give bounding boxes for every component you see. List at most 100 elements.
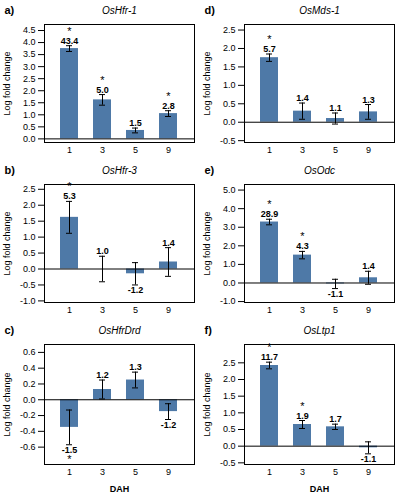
svg-text:5.0: 5.0 xyxy=(223,185,236,195)
svg-text:0.0: 0.0 xyxy=(223,278,236,288)
svg-text:e): e) xyxy=(205,164,215,176)
svg-text:*: * xyxy=(300,400,305,412)
svg-text:5: 5 xyxy=(133,305,138,315)
svg-text:OsHfr-1: OsHfr-1 xyxy=(102,5,137,16)
svg-text:28.9: 28.9 xyxy=(261,209,279,219)
svg-text:DAH: DAH xyxy=(310,484,330,494)
svg-text:3: 3 xyxy=(100,305,105,315)
svg-text:2.5: 2.5 xyxy=(223,358,236,368)
svg-text:c): c) xyxy=(5,324,15,336)
svg-text:Log fold change: Log fold change xyxy=(2,372,12,436)
svg-text:1.4: 1.4 xyxy=(296,93,309,103)
svg-text:4.5: 4.5 xyxy=(23,25,36,35)
svg-text:1.4: 1.4 xyxy=(362,261,375,271)
svg-text:*: * xyxy=(100,74,105,86)
svg-text:9: 9 xyxy=(366,305,371,315)
svg-text:-1.1: -1.1 xyxy=(361,454,377,464)
svg-text:1.0: 1.0 xyxy=(223,408,236,418)
svg-text:*: * xyxy=(267,33,272,45)
svg-text:3.0: 3.0 xyxy=(223,222,236,232)
svg-text:5: 5 xyxy=(133,145,138,155)
svg-text:-1.2: -1.2 xyxy=(161,420,177,430)
svg-text:1.1: 1.1 xyxy=(329,103,342,113)
svg-text:*: * xyxy=(267,341,272,353)
svg-text:0.4: 0.4 xyxy=(23,363,36,373)
svg-text:-0.5: -0.5 xyxy=(20,280,36,290)
svg-text:1: 1 xyxy=(67,145,72,155)
svg-text:*: * xyxy=(166,90,171,102)
svg-text:2.8: 2.8 xyxy=(162,101,175,111)
svg-text:2.0: 2.0 xyxy=(223,374,236,384)
svg-text:-0.2: -0.2 xyxy=(20,410,36,420)
svg-text:3: 3 xyxy=(300,145,305,155)
svg-text:-1.0: -1.0 xyxy=(20,296,36,306)
svg-text:2.5: 2.5 xyxy=(23,184,36,194)
svg-text:1.5: 1.5 xyxy=(223,62,236,72)
svg-text:0.5: 0.5 xyxy=(23,122,36,132)
svg-text:11.7: 11.7 xyxy=(261,352,278,362)
svg-text:1.5: 1.5 xyxy=(23,216,36,226)
svg-text:*: * xyxy=(300,230,305,242)
svg-text:1.0: 1.0 xyxy=(96,246,109,256)
svg-text:0.5: 0.5 xyxy=(223,424,236,434)
svg-text:OsHfrDrd: OsHfrDrd xyxy=(98,325,141,336)
svg-text:3: 3 xyxy=(100,467,105,477)
svg-text:DAH: DAH xyxy=(110,484,130,494)
svg-text:1.5: 1.5 xyxy=(23,98,36,108)
svg-text:1.3: 1.3 xyxy=(129,362,142,372)
svg-text:5: 5 xyxy=(133,467,138,477)
svg-text:1.0: 1.0 xyxy=(223,80,236,90)
svg-text:5: 5 xyxy=(333,467,338,477)
svg-text:OsOdc: OsOdc xyxy=(304,165,335,176)
svg-text:1: 1 xyxy=(267,467,272,477)
svg-text:5: 5 xyxy=(333,305,338,315)
svg-text:2.0: 2.0 xyxy=(223,43,236,53)
svg-text:3: 3 xyxy=(300,467,305,477)
svg-text:3: 3 xyxy=(300,305,305,315)
svg-text:0.5: 0.5 xyxy=(223,99,236,109)
svg-text:d): d) xyxy=(205,4,216,16)
svg-text:3: 3 xyxy=(100,145,105,155)
svg-text:0.6: 0.6 xyxy=(23,347,36,357)
svg-text:9: 9 xyxy=(166,145,171,155)
svg-text:2.5: 2.5 xyxy=(223,25,236,35)
svg-text:1.3: 1.3 xyxy=(362,95,375,105)
svg-text:5: 5 xyxy=(333,145,338,155)
svg-text:f): f) xyxy=(205,324,213,336)
svg-text:OsLtp1: OsLtp1 xyxy=(303,325,335,336)
svg-text:4.0: 4.0 xyxy=(23,37,36,47)
svg-text:-1.0: -1.0 xyxy=(220,296,236,306)
svg-text:-0.4: -0.4 xyxy=(20,426,36,436)
svg-text:0.0: 0.0 xyxy=(23,264,36,274)
svg-text:Log fold change: Log fold change xyxy=(202,51,212,115)
svg-text:0.0: 0.0 xyxy=(23,134,36,144)
svg-text:b): b) xyxy=(5,164,16,176)
svg-text:1.5: 1.5 xyxy=(129,118,142,128)
svg-text:1: 1 xyxy=(67,305,72,315)
svg-text:1.9: 1.9 xyxy=(296,411,309,421)
svg-text:0.0: 0.0 xyxy=(223,117,236,127)
svg-text:1.2: 1.2 xyxy=(96,370,109,380)
svg-text:1.0: 1.0 xyxy=(223,259,236,269)
svg-text:0.2: 0.2 xyxy=(23,379,36,389)
svg-text:4.0: 4.0 xyxy=(223,204,236,214)
svg-text:-0.5: -0.5 xyxy=(220,136,236,146)
svg-text:Log fold change: Log fold change xyxy=(202,211,212,275)
svg-text:1.5: 1.5 xyxy=(223,391,236,401)
svg-text:-0.6: -0.6 xyxy=(20,442,36,452)
svg-text:3.0: 3.0 xyxy=(23,62,36,72)
svg-text:*: * xyxy=(67,180,72,192)
svg-text:*: * xyxy=(67,25,72,37)
svg-text:0.0: 0.0 xyxy=(23,395,36,405)
svg-text:-0.5: -0.5 xyxy=(220,458,236,468)
svg-text:4.3: 4.3 xyxy=(296,241,309,251)
svg-text:5.0: 5.0 xyxy=(96,85,109,95)
svg-text:3.5: 3.5 xyxy=(23,49,36,59)
svg-text:a): a) xyxy=(5,4,15,16)
svg-text:OsMds-1: OsMds-1 xyxy=(299,5,340,16)
svg-text:1.0: 1.0 xyxy=(23,232,36,242)
svg-text:2.0: 2.0 xyxy=(23,200,36,210)
svg-text:9: 9 xyxy=(166,305,171,315)
svg-text:Log fold change: Log fold change xyxy=(2,211,12,275)
svg-text:Log fold change: Log fold change xyxy=(2,51,12,115)
